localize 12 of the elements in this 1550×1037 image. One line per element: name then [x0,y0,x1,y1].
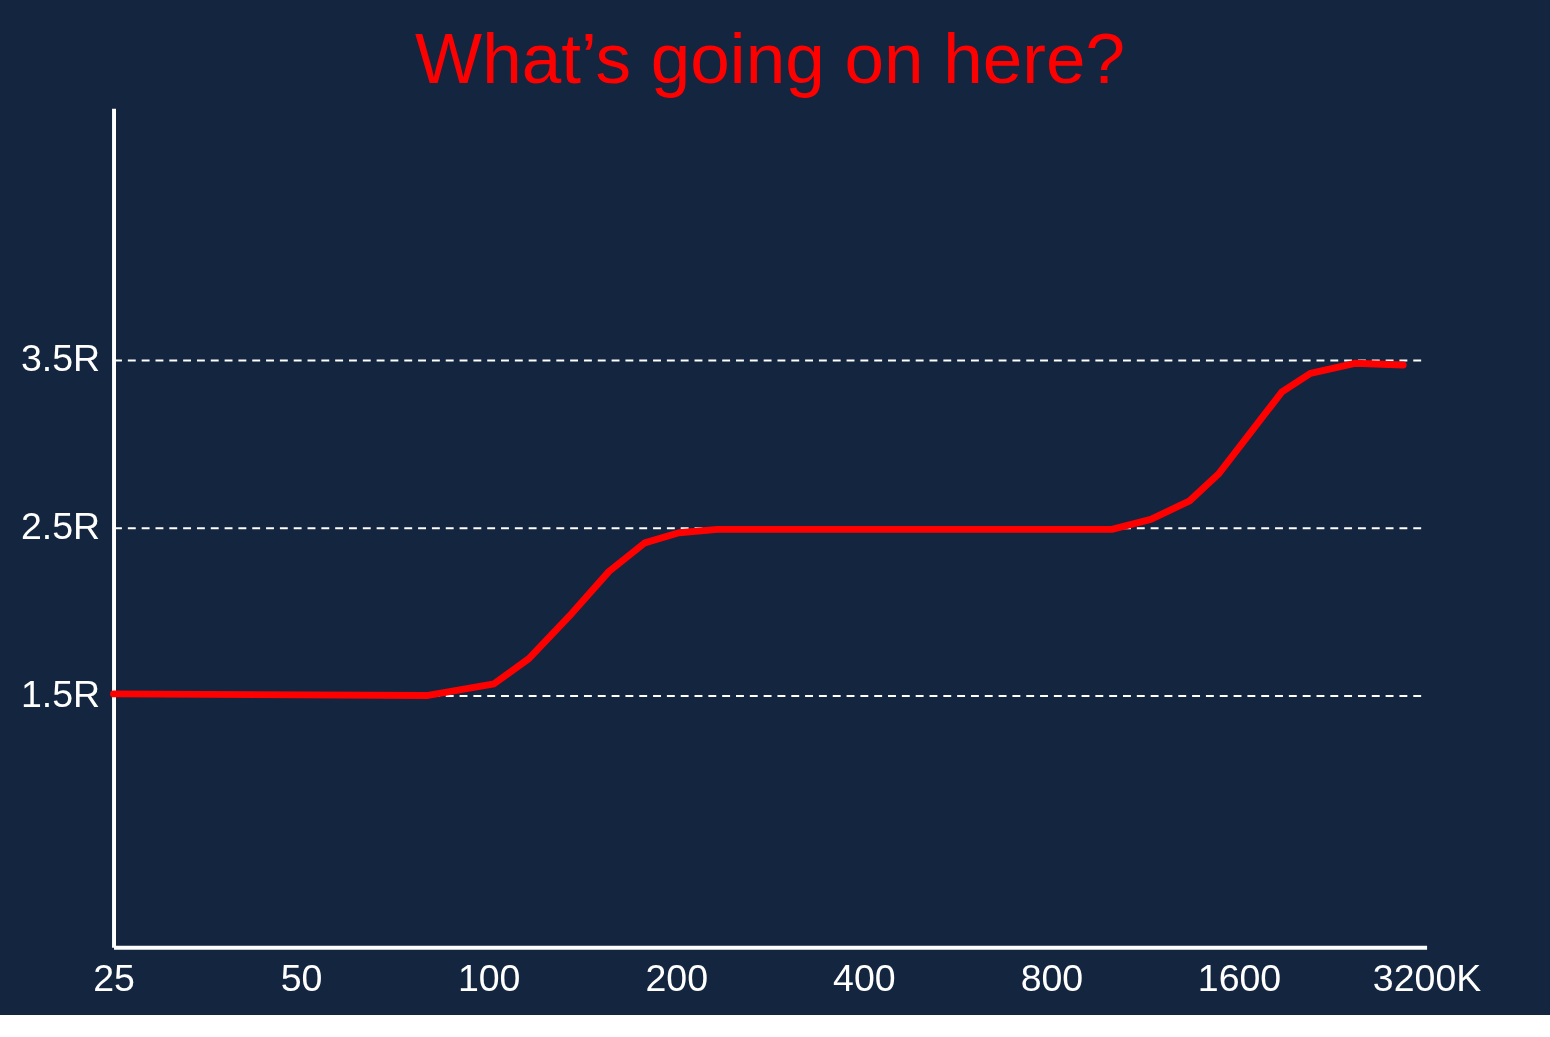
x-tick-label: 200 [645,957,709,1000]
chart-title: What’s going on here? [415,19,1126,99]
x-tick-label: 1600 [1197,957,1282,1000]
x-tick-label: 100 [457,957,521,1000]
x-tick-label: 3200K [1372,957,1482,1000]
y-tick-label: 3.5R [20,337,101,380]
y-tick-label: 1.5R [20,672,101,715]
x-tick-label: 400 [833,957,896,1000]
x-tick-label: 50 [280,957,323,1000]
x-tick-label: 25 [93,957,135,1000]
x-tick-label: 800 [1020,957,1084,1000]
y-tick-label: 2.5R [20,505,101,548]
